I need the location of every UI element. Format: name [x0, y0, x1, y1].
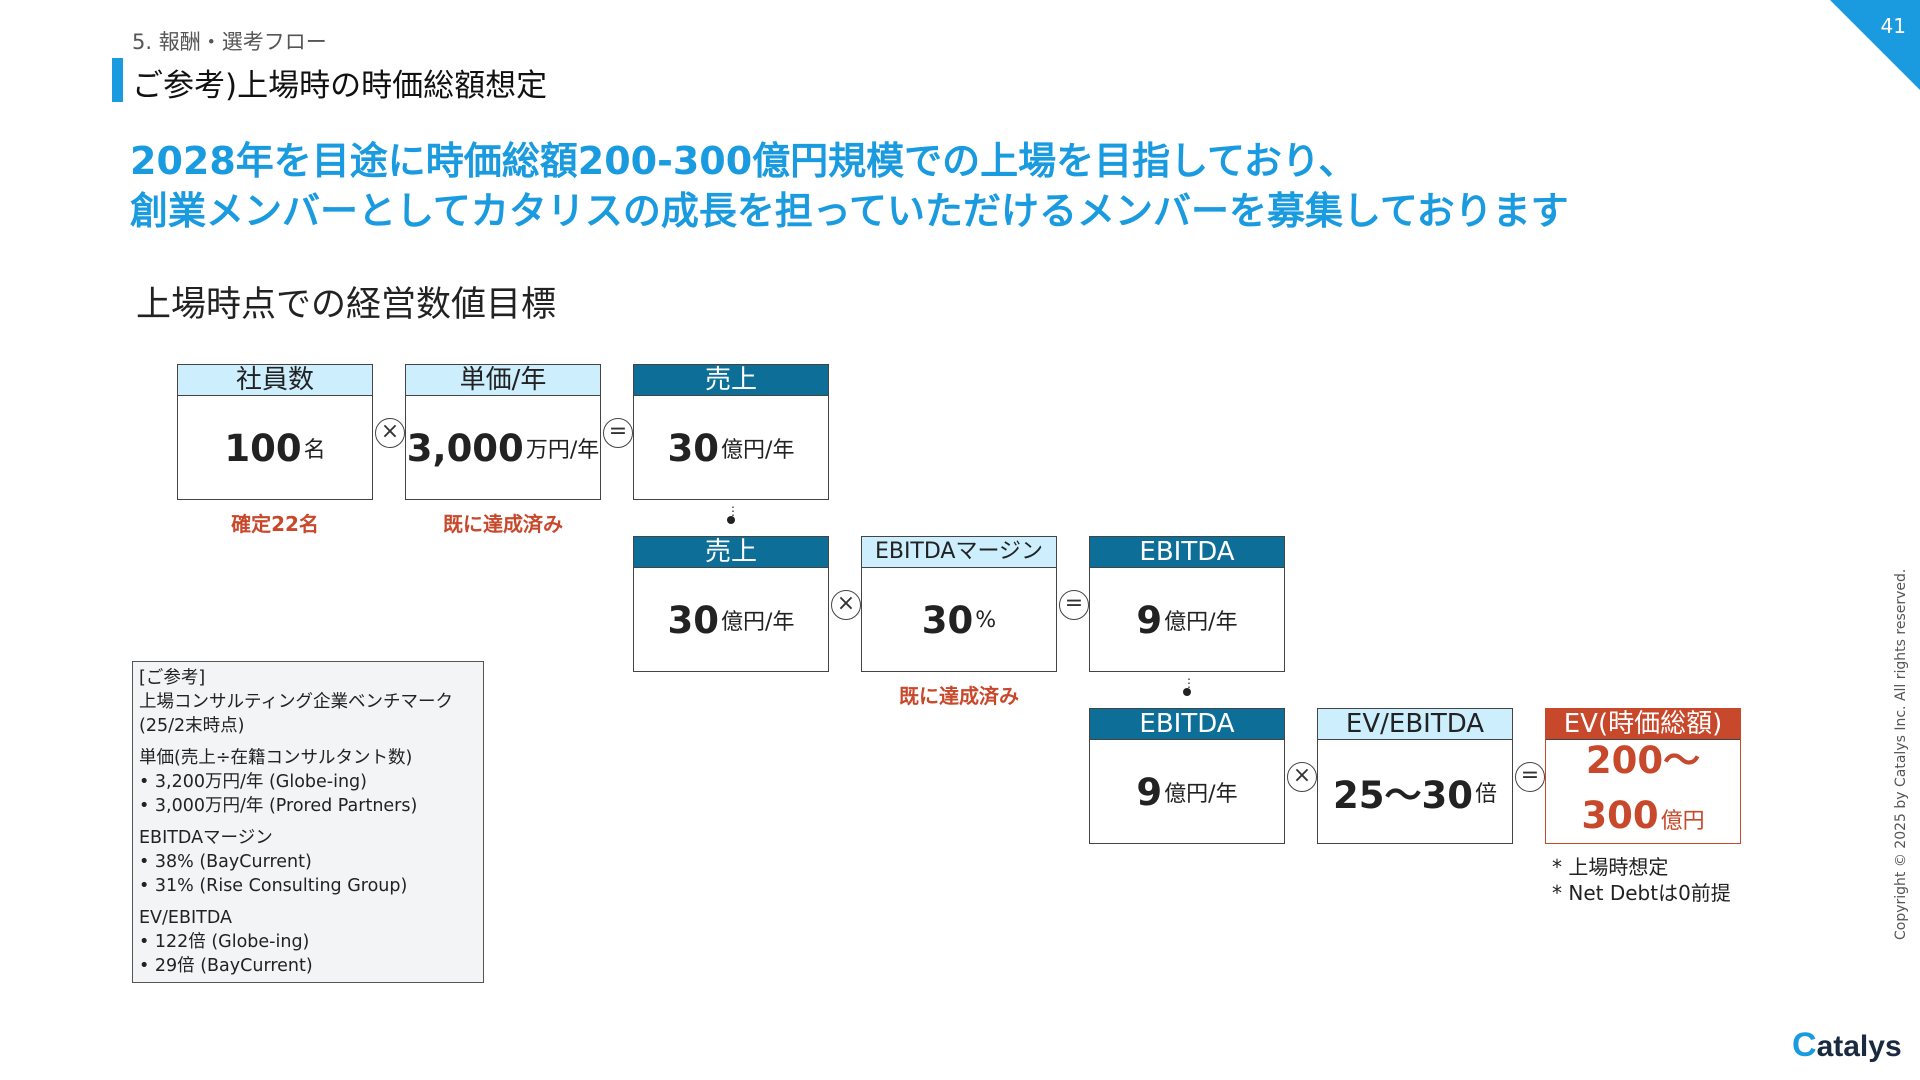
value-number: 30 — [667, 426, 720, 470]
box-value: 30 億円/年 — [634, 568, 828, 672]
reference-group-label: 単価(売上÷在籍コンサルタント数) — [139, 748, 413, 768]
box-title: EV(時価総額) — [1546, 709, 1740, 740]
box-value: 9 億円/年 — [1090, 740, 1284, 844]
box-value: 200～ 300億円 — [1546, 739, 1740, 844]
equals-operator: = — [1515, 762, 1545, 792]
reference-group: EV/EBITDA • 122倍 (Globe-ing) • 29倍 (BayC… — [139, 906, 477, 978]
box-title: 売上 — [634, 537, 828, 568]
reference-item: • 29倍 (BayCurrent) — [139, 956, 313, 976]
note-achieved: 既に達成済み — [899, 684, 1019, 708]
box-title: EBITDAマージン — [862, 537, 1056, 568]
benchmark-reference-box: [ご参考] 上場コンサルティング企業ベンチマーク (25/2末時点) 単価(売上… — [132, 661, 484, 983]
footnotes: * 上場時想定 * Net Debtは0前提 — [1552, 854, 1731, 906]
value-unit: 億円/年 — [1164, 610, 1238, 635]
reference-item: • 3,000万円/年 (Prored Partners) — [139, 796, 418, 816]
page-number: 41 — [1880, 14, 1906, 38]
corner-triangle — [1830, 0, 1920, 90]
value-unit: 万円/年 — [525, 438, 600, 463]
reference-group: 単価(売上÷在籍コンサルタント数) • 3,200万円/年 (Globe-ing… — [139, 746, 477, 818]
value-unit: 億円/年 — [721, 438, 795, 463]
box-value: 3,000 万円/年 — [406, 396, 600, 500]
value-number: 30 — [667, 598, 720, 642]
footnote-listing-assumption: * 上場時想定 — [1552, 855, 1669, 879]
box-value: 100 名 — [178, 396, 372, 500]
box-value: 9 億円/年 — [1090, 568, 1284, 672]
value-number: 30 — [921, 598, 974, 642]
box-sales: 売上 30 億円/年 — [633, 536, 829, 672]
reference-group-label: EV/EBITDA — [139, 908, 232, 928]
subheading: 上場時点での経営数値目標 — [136, 285, 557, 325]
box-value: 30% — [862, 568, 1056, 672]
box-ebitda-margin: EBITDAマージン 30% — [861, 536, 1057, 672]
box-unit-price: 単価/年 3,000 万円/年 — [405, 364, 601, 500]
reference-item: • 31% (Rise Consulting Group) — [139, 876, 408, 896]
value-unit: 億円/年 — [721, 610, 795, 635]
headline-line-1: 2028年を目途に時価総額200-300億円規模での上場を目指しており、 — [130, 139, 1357, 183]
reference-date: (25/2末時点) — [139, 716, 245, 736]
box-title: EBITDA — [1090, 709, 1284, 740]
box-title: 単価/年 — [406, 365, 600, 396]
box-sales: 売上 30 億円/年 — [633, 364, 829, 500]
equals-operator: = — [1059, 590, 1089, 620]
value-number: 3,000 — [406, 426, 524, 470]
box-employees: 社員数 100 名 — [177, 364, 373, 500]
box-title: 売上 — [634, 365, 828, 396]
reference-subtitle: 上場コンサルティング企業ベンチマーク — [139, 692, 453, 712]
equals-operator: = — [603, 418, 633, 448]
value-unit: 倍 — [1474, 782, 1497, 807]
value-number: 9 — [1136, 770, 1163, 814]
footnote-net-debt: * Net Debtは0前提 — [1552, 881, 1731, 905]
reference-item: • 38% (BayCurrent) — [139, 852, 312, 872]
value-number: 25～30 — [1333, 774, 1473, 817]
reference-item: • 122倍 (Globe-ing) — [139, 932, 310, 952]
box-enterprise-value: EV(時価総額) 200～ 300億円 — [1545, 708, 1741, 844]
value-unit: % — [975, 607, 997, 633]
dotted-connector: ⋮ — [1183, 677, 1195, 696]
logo-mark: C — [1792, 1026, 1817, 1064]
box-ebitda: EBITDA 9 億円/年 — [1089, 536, 1285, 672]
logo-text: atalys — [1816, 1030, 1902, 1063]
reference-group-label: EBITDAマージン — [139, 828, 273, 848]
multiply-operator: × — [1287, 762, 1317, 792]
box-title: EV/EBITDA — [1318, 709, 1512, 740]
dotted-connector: ⋮ — [727, 505, 739, 524]
value-unit: 名 — [303, 438, 326, 463]
box-ev-ebitda: EV/EBITDA 25～30 倍 — [1317, 708, 1513, 844]
reference-group: EBITDAマージン • 38% (BayCurrent) • 31% (Ris… — [139, 826, 477, 898]
value-unit: 億円/年 — [1164, 782, 1238, 807]
page-title: ご参考)上場時の時価総額想定 — [132, 68, 548, 104]
copyright: Copyright © 2025 by Catalys Inc. All rig… — [1893, 568, 1909, 940]
box-value: 25～30 倍 — [1318, 740, 1512, 844]
note-confirmed: 確定22名 — [231, 512, 319, 536]
title-accent-bar — [112, 58, 123, 102]
section-label: 5. 報酬・選考フロー — [132, 30, 327, 54]
multiply-operator: × — [375, 418, 405, 448]
reference-item: • 3,200万円/年 (Globe-ing) — [139, 772, 367, 792]
value-number: 9 — [1136, 598, 1163, 642]
value-number: 100 — [224, 426, 302, 470]
reference-title: [ご参考] — [139, 668, 206, 688]
box-title: 社員数 — [178, 365, 372, 396]
box-title: EBITDA — [1090, 537, 1284, 568]
note-achieved: 既に達成済み — [443, 512, 563, 536]
catalys-logo: Catalys — [1792, 1026, 1902, 1065]
value-line-1: 200～ — [1585, 739, 1701, 782]
headline-line-2: 創業メンバーとしてカタリスの成長を担っていただけるメンバーを募集しております — [130, 189, 1569, 233]
value-line-2: 300 — [1581, 794, 1659, 837]
headline: 2028年を目途に時価総額200-300億円規模での上場を目指しており、 創業メ… — [130, 136, 1569, 236]
box-ebitda: EBITDA 9 億円/年 — [1089, 708, 1285, 844]
box-value: 30 億円/年 — [634, 396, 828, 500]
value-unit: 億円 — [1660, 809, 1705, 834]
multiply-operator: × — [831, 590, 861, 620]
